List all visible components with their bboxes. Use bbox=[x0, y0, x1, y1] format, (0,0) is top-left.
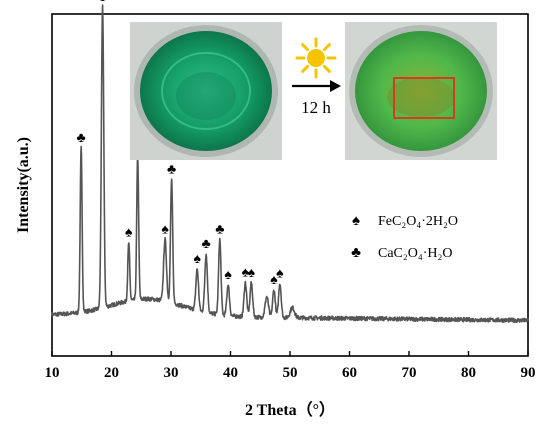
legend-spade-marker: ♠ bbox=[352, 213, 360, 229]
legend: ♠ FeC₂O₄·2H₂O ♣ CaC₂O₄·H₂O bbox=[351, 213, 458, 261]
peak-marker-club-8: ♣ bbox=[215, 222, 224, 237]
xrd-series-line bbox=[51, 4, 529, 324]
peak-marker-spade-13: ♠ bbox=[270, 273, 278, 288]
inset-photo-before bbox=[130, 22, 282, 160]
peak-marker-spade-11: ♠ bbox=[248, 266, 256, 281]
x-tick-label-20: 20 bbox=[104, 365, 119, 381]
x-tick-label-30: 30 bbox=[164, 365, 179, 381]
arrow-icon bbox=[292, 80, 341, 92]
peak-marker-club-5: ♣ bbox=[167, 163, 176, 178]
x-axis-ticks: 10 20 30 40 50 60 70 80 90 bbox=[45, 351, 536, 381]
inset-photo-after bbox=[345, 22, 497, 160]
x-tick-label-90: 90 bbox=[521, 365, 536, 381]
peak-marker-spade-14: ♠ bbox=[276, 266, 284, 281]
legend-label-ca-oxalate: CaC₂O₄·H₂O bbox=[378, 246, 453, 261]
arrow-time-label: 12 h bbox=[301, 98, 331, 117]
peak-marker-club-0: ♣ bbox=[77, 131, 86, 146]
x-tick-label-70: 70 bbox=[402, 365, 417, 381]
highlight-box bbox=[393, 77, 455, 119]
peak-marker-spade-10: ♠ bbox=[242, 266, 250, 281]
peak-marker-spade-2: ♠ bbox=[125, 226, 133, 241]
x-tick-label-50: 50 bbox=[283, 365, 298, 381]
peak-marker-spade-4: ♠ bbox=[161, 223, 169, 238]
x-tick-label-10: 10 bbox=[45, 365, 60, 381]
peak-marker-spade-1: ♠ bbox=[99, 0, 107, 5]
x-tick-label-80: 80 bbox=[461, 365, 476, 381]
peak-marker-club-7: ♣ bbox=[202, 237, 211, 252]
peak-marker-spade-9: ♠ bbox=[224, 268, 232, 283]
x-axis-label: 2 Theta（°） bbox=[245, 401, 335, 419]
sun-icon bbox=[295, 37, 337, 79]
legend-label-fe-oxalate: FeC₂O₄·2H₂O bbox=[378, 214, 458, 229]
peak-marker-spade-6: ♠ bbox=[193, 252, 201, 267]
y-axis-label: Intensity(a.u.) bbox=[15, 137, 32, 233]
x-tick-label-40: 40 bbox=[223, 365, 238, 381]
x-tick-label-60: 60 bbox=[342, 365, 357, 381]
legend-club-marker: ♣ bbox=[351, 245, 361, 261]
